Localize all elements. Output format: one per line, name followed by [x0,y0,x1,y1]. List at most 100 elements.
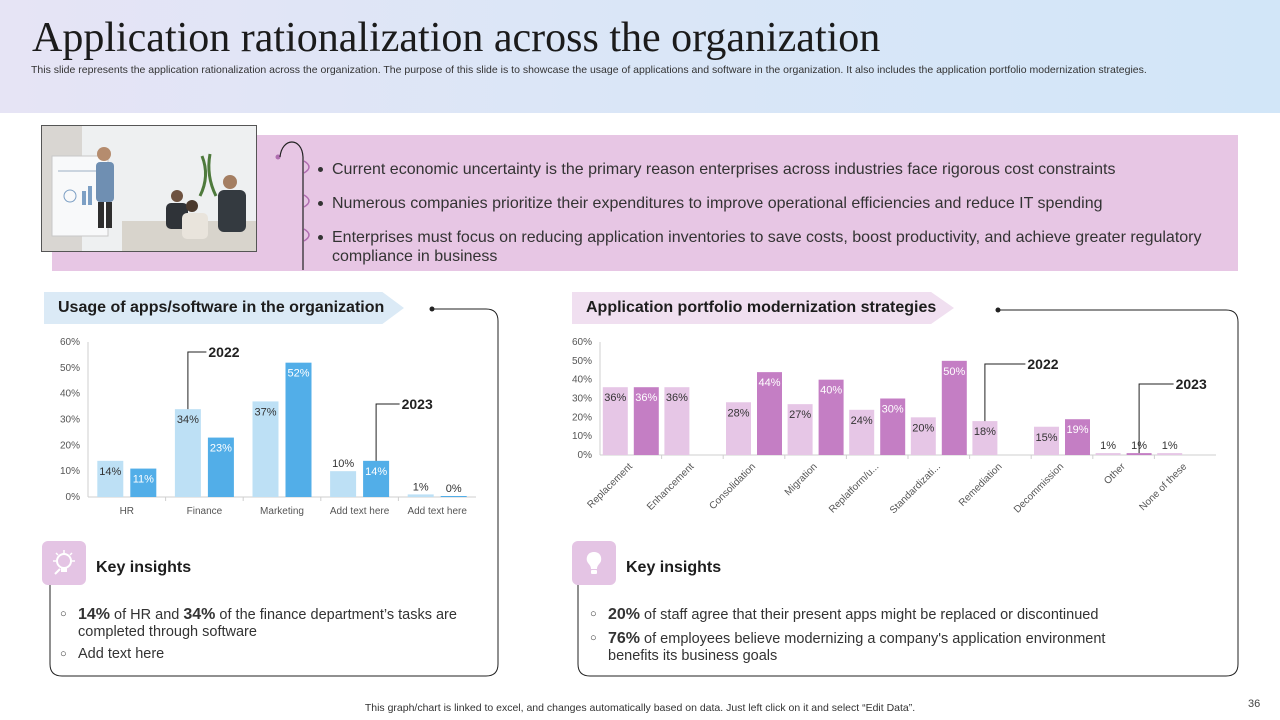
legend-callout-label: 2023 [1176,376,1207,392]
bar-value-label: 20% [912,422,934,434]
y-tick-label: 30% [60,415,80,426]
circle-bullet-icon: ○ [60,648,67,660]
left-insight-1: ○ 14% of HR and 34% of the finance depar… [60,606,480,641]
x-tick-label: Replacement [585,461,635,511]
banner-connector-curve [275,141,310,270]
bar-value-label: 36% [635,392,657,404]
left-insights-title: Key insights [96,559,192,576]
bar-2023 [941,360,967,455]
y-tick-label: 10% [572,431,592,442]
circle-bullet-icon: ○ [590,632,597,644]
bar-2022 [1157,453,1183,455]
x-tick-label: Migration [783,461,820,498]
bar-2023 [1126,453,1152,455]
bullet-dot [306,228,332,247]
y-tick-label: 60% [60,337,80,348]
bar-2023 [130,468,157,497]
banner-bullet-2: Numerous companies prioritize their expe… [306,194,1206,213]
bar-value-label: 0% [446,483,462,495]
insight-text: Add text here [78,646,165,662]
bar-2022 [330,471,357,497]
bar-value-label: 27% [789,409,811,421]
banner-bullet-text: Numerous companies prioritize their expe… [332,195,1103,212]
meeting-photo [41,125,257,252]
y-tick-label: 50% [572,356,592,367]
bar-value-label: 14% [99,466,121,478]
footer-note: This graph/chart is linked to excel, and… [364,702,916,714]
legend-callout-line [984,363,1026,422]
right-insight-2: ○ 76% of employees believe modernizing a… [590,630,1150,665]
x-tick-label: Consolidation [707,461,758,512]
y-tick-label: 0% [66,492,81,503]
circle-bullet-icon: ○ [590,608,597,620]
insight-value: 76% [608,630,641,647]
bar-2023 [1065,419,1090,455]
legend-callout-label: 2023 [402,396,433,412]
banner-bullet-3: Enterprises must focus on reducing appli… [306,228,1206,266]
page-subtitle: This slide represents the application ra… [31,64,1147,76]
bar-2022 [1095,453,1121,455]
y-tick-label: 10% [60,466,80,477]
bar-value-label: 36% [666,392,688,404]
bar-2022 [972,421,998,455]
bar-value-label: 40% [820,385,842,397]
bar-2022 [602,387,628,455]
bar-value-label: 28% [727,407,749,419]
bar-value-label: 50% [943,366,965,378]
x-tick-label: Standardizati... [888,461,943,516]
bar-2022 [1034,426,1059,455]
bar-2022 [407,494,434,497]
banner-bullet-1: Current economic uncertainty is the prim… [306,160,1206,179]
insight-text: of HR and [110,607,184,623]
banner-bullet-text: Enterprises must focus on reducing appli… [332,229,1202,265]
y-tick-label: 50% [60,363,80,374]
insight-value: 14% [78,606,111,623]
x-tick-label: Enhancement [645,461,697,513]
bar-2022 [97,460,124,497]
bar-2022 [787,404,813,455]
bar-2023 [285,362,312,497]
bar-value-label: 1% [1100,440,1116,452]
x-tick-label: Replatform/u... [827,461,881,515]
insight-value: 20% [608,606,641,623]
bar-value-label: 52% [287,368,309,380]
legend-callout-line [1138,383,1174,454]
y-tick-label: 0% [578,450,593,461]
y-tick-label: 20% [60,440,80,451]
bar-value-label: 19% [1066,424,1088,436]
insight-text: of employees believe modernizing a compa… [608,631,1106,664]
insight-bulb-icon [42,541,86,585]
bar-2022 [849,409,875,455]
bar-value-label: 23% [210,443,232,455]
page-title: Application rationalization across the o… [32,15,881,61]
bar-value-label: 11% [133,474,154,486]
bar-value-label: 10% [332,458,354,470]
legend-callout-line [375,403,400,461]
x-tick-label: Decommission [1012,461,1066,515]
bar-2023 [363,460,390,497]
bar-value-label: 15% [1035,432,1057,444]
bar-2023 [757,372,782,455]
y-tick-label: 40% [572,375,592,386]
apps-usage-chart[interactable]: 0% 10% 20% 30% 40% 50% 60% HR Finance Marketing Ad… [44,332,484,522]
left-insight-2: ○ Add text here [60,646,480,663]
modernization-strategies-chart[interactable]: 0% 10% 20% 30% 40% 50% 60% Replacement Enhanceme… [560,332,1230,532]
legend-callout-label: 2022 [208,344,239,360]
insight-text: of staff agree that their present apps m… [640,607,1099,623]
right-insights-title: Key insights [626,559,722,576]
bar-value-label: 14% [365,466,387,478]
bullet-dot [306,160,332,179]
bar-value-label: 36% [604,392,626,404]
banner-bullet-text: Current economic uncertainty is the prim… [332,161,1116,178]
bar-2023 [818,379,844,455]
x-tick-label: Add text here [330,506,390,517]
bar-2023 [440,496,467,497]
y-tick-label: 30% [572,394,592,405]
x-tick-label: Marketing [260,506,304,517]
insight-value: 34% [183,606,216,623]
header-band: Application rationalization across the o… [0,0,1280,113]
bar-value-label: 18% [974,426,996,438]
bar-2023 [880,398,906,455]
